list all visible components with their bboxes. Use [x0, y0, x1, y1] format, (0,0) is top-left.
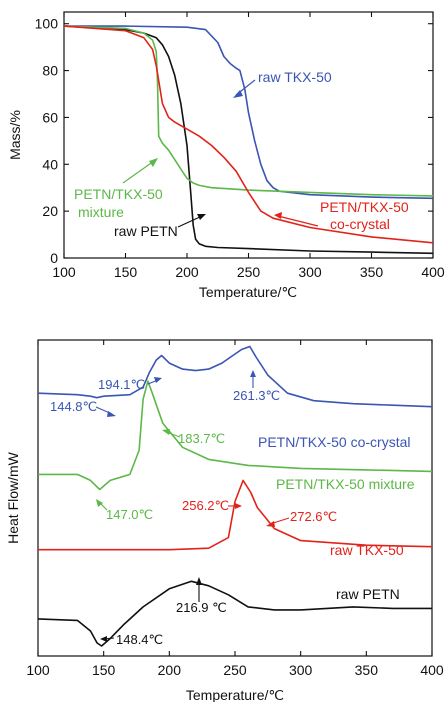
tga-series-line-petn-tkx-50-mixture	[63, 25, 434, 197]
dsc-annotation-cocrystal-194-arrowhead	[154, 377, 162, 383]
tga-ytick-label-0: 0	[50, 250, 58, 266]
tga-ytick-label-60: 60	[42, 109, 58, 125]
dsc-panel: 100 150 200 250 300 350 400 Heat Flow/mW Tempe…	[5, 339, 444, 703]
tga-xtick-label-150: 150	[114, 264, 138, 280]
tga-series-line-petn-tkx-50-co-crystal	[63, 25, 434, 244]
dsc-annotation-tkx50-272: 272.6℃	[290, 509, 337, 524]
dsc-annotation-tkx50-272-arrowhead	[266, 521, 275, 527]
tga-annotation-cocrystal-label-2: co-crystal	[330, 216, 390, 232]
tga-annotation-raw-tkx50-label: raw TKX-50	[258, 69, 332, 85]
tga-xlabel: Temperature/℃	[199, 284, 297, 300]
tga-ytick-label-20: 20	[42, 203, 58, 219]
dsc-annotation-petn-216-arrowhead	[196, 577, 202, 585]
tga-series-group	[63, 25, 434, 255]
dsc-xlabel: Temperature/℃	[186, 687, 284, 702]
tga-annotation-raw-tkx50-arrowhead	[233, 90, 243, 98]
tga-annotation-cocrystal: PETN/TKX-50 co-crystal	[274, 199, 409, 232]
tga-ticks: 100 150 200 250 300 350 400 0 20 40 60 80 100	[35, 12, 445, 280]
tga-annotation-raw-petn-arrowhead	[197, 214, 206, 220]
tga-xtick-label-250: 250	[237, 264, 261, 280]
dsc-annotation-tkx50-256: 256.2℃	[182, 498, 229, 513]
dsc-annotation-cocrystal-144: 144.8℃	[50, 399, 97, 414]
dsc-label-mixture: PETN/TKX-50 mixture	[276, 476, 415, 492]
dsc-xtick-label-400: 400	[420, 662, 444, 678]
dsc-annotation-petn-148-arrowhead	[100, 636, 107, 642]
tga-annotation-mixture-arrowhead	[149, 158, 158, 167]
tga-annotation-raw-petn-label: raw PETN	[114, 223, 178, 239]
dsc-xtick-label-350: 350	[355, 662, 379, 678]
dsc-series-group	[37, 345, 433, 647]
dsc-series-line-petn-tkx-50-mixture	[38, 380, 433, 491]
dsc-label-petn: raw PETN	[336, 586, 400, 602]
tga-annotation-cocrystal-arrow	[277, 215, 319, 227]
tga-annotation-raw-petn: raw PETN	[114, 214, 206, 239]
dsc-xtick-label-150: 150	[92, 662, 116, 678]
tga-series-line-raw-tkx-50	[64, 25, 434, 200]
dsc-ylabel: Heat Flow/mW	[5, 451, 21, 544]
dsc-annotation-mixture-183: 183.7℃	[178, 431, 225, 446]
tga-xtick-label-200: 200	[175, 264, 199, 280]
dsc-annotation-petn-216: 216.9 ℃	[176, 600, 227, 615]
tga-xtick-label-300: 300	[298, 264, 322, 280]
dsc-series-line-petn-tkx-50-co-crystal	[37, 345, 433, 408]
tga-ylabel: Mass/%	[7, 110, 23, 160]
tga-series-line-raw-petn	[63, 25, 434, 255]
dsc-annotation-tkx50-256-arrowhead	[235, 503, 242, 509]
dsc-annotation-cocrystal-144-arrowhead	[107, 411, 116, 417]
dsc-annotation-cocrystal-261: 261.3℃	[233, 388, 280, 403]
tga-annotation-raw-tkx50: raw TKX-50	[233, 69, 332, 98]
dsc-annotation-cocrystal-261-arrowhead	[250, 370, 256, 377]
tga-annotation-mixture-arrow	[122, 160, 155, 184]
dsc-annotation-petn-148: 148.4℃	[116, 632, 163, 647]
tga-annotation-mixture-label-2: mixture	[78, 204, 124, 220]
tga-annotation-raw-petn-arrow	[177, 215, 203, 228]
dsc-label-cocrystal: PETN/TKX-50 co-crystal	[258, 434, 410, 450]
dsc-annotation-mixture-183-arrowhead	[162, 429, 170, 435]
tga-annotation-cocrystal-arrowhead	[274, 212, 282, 219]
dsc-ticks: 100 150 200 250 300 350 400	[26, 340, 444, 678]
tga-xtick-label-350: 350	[360, 264, 384, 280]
dsc-annotation-mixture-147: 147.0℃	[106, 507, 153, 522]
tga-xtick-label-400: 400	[421, 264, 445, 280]
dsc-xtick-label-250: 250	[223, 662, 247, 678]
tga-annotation-mixture-label-1: PETN/TKX-50	[74, 186, 163, 202]
dsc-xtick-label-300: 300	[289, 662, 313, 678]
dsc-annotation-cocrystal-194: 194.1℃	[98, 377, 145, 392]
tga-xtick-label-100: 100	[52, 264, 76, 280]
tga-annotation-mixture: PETN/TKX-50 mixture	[74, 158, 163, 220]
dsc-series-line-raw-petn	[37, 580, 432, 647]
dsc-series-line-raw-tkx-50	[38, 479, 433, 551]
tga-ytick-label-100: 100	[35, 16, 59, 32]
tga-annotation-cocrystal-label-1: PETN/TKX-50	[320, 199, 409, 215]
dsc-xtick-label-100: 100	[26, 662, 50, 678]
dsc-xtick-label-200: 200	[158, 662, 182, 678]
tga-ytick-label-80: 80	[42, 63, 58, 79]
dsc-annotation-mixture-147-arrowhead	[96, 499, 103, 507]
tga-panel: 100 150 200 250 300 350 400 0 20 40 60 80 100 Mass/%…	[7, 11, 445, 300]
tga-ytick-label-40: 40	[42, 156, 58, 172]
dsc-label-tkx50: raw TKX-50	[330, 542, 404, 558]
